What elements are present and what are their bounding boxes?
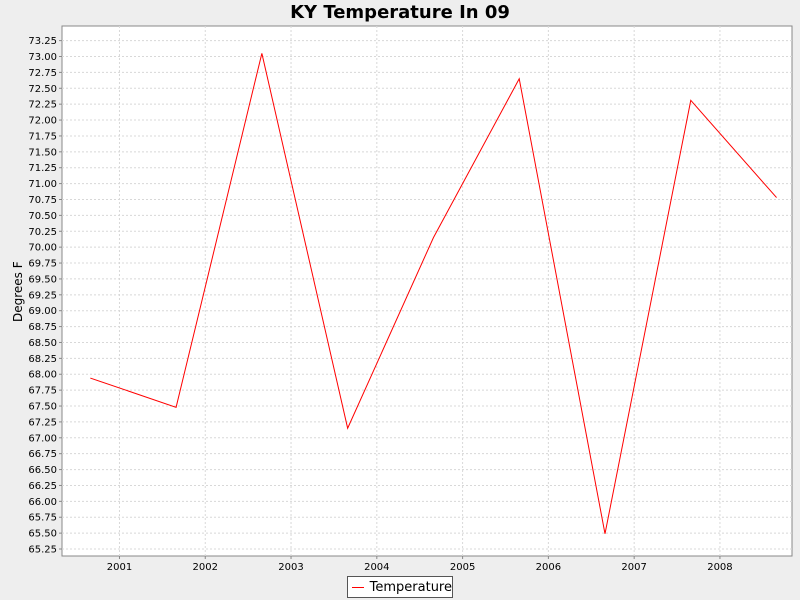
y-tick-label: 66.50 (28, 465, 57, 476)
legend-label-temperature: Temperature (369, 579, 452, 595)
y-tick-label: 71.75 (28, 131, 57, 142)
y-tick-label: 70.00 (28, 243, 57, 254)
legend-swatch (352, 586, 364, 588)
y-tick-label: 73.25 (28, 36, 57, 47)
series-layer (90, 53, 777, 534)
grid-lines (62, 26, 792, 556)
y-tick-label: 72.00 (28, 116, 57, 127)
x-tick-label: 2006 (536, 562, 561, 573)
x-tick-label: 2007 (621, 562, 646, 573)
y-tick-label: 67.25 (28, 417, 57, 428)
y-tick-label: 72.50 (28, 84, 57, 95)
x-tick-label: 2001 (107, 562, 132, 573)
y-tick-label: 70.50 (28, 211, 57, 222)
y-tick-label: 72.25 (28, 100, 57, 111)
y-tick-label: 70.75 (28, 195, 57, 206)
x-tick-label: 2008 (707, 562, 732, 573)
y-tick-label: 72.75 (28, 68, 57, 79)
y-tick-label: 69.25 (28, 290, 57, 301)
y-tick-label: 73.00 (28, 52, 57, 63)
y-tick-label: 71.25 (28, 163, 57, 174)
y-tick-label: 66.75 (28, 449, 57, 460)
x-axis-ticks: 2001 2002 2003 2004 2005 2006 2007 2008 (107, 556, 733, 573)
y-axis-ticks: 65.25 65.50 65.75 66.00 66.25 66.50 66.75 67.00… (28, 36, 62, 556)
x-tick-label: 2002 (193, 562, 218, 573)
y-tick-label: 70.25 (28, 227, 57, 238)
y-tick-label: 68.50 (28, 338, 57, 349)
y-tick-label: 69.50 (28, 274, 57, 285)
y-tick-label: 69.75 (28, 259, 57, 270)
y-tick-label: 66.00 (28, 497, 57, 508)
y-tick-label: 68.25 (28, 354, 57, 365)
x-tick-label: 2005 (450, 562, 475, 573)
y-tick-label: 68.75 (28, 322, 57, 333)
x-tick-label: 2004 (364, 562, 389, 573)
x-tick-label: 2003 (278, 562, 303, 573)
plot-area (61, 25, 793, 557)
y-tick-label: 71.50 (28, 147, 57, 158)
y-tick-label: 67.50 (28, 402, 57, 413)
y-tick-label: 67.75 (28, 386, 57, 397)
y-tick-label: 65.25 (28, 545, 57, 556)
y-tick-label: 71.00 (28, 179, 57, 190)
y-tick-label: 68.00 (28, 370, 57, 381)
y-tick-label: 67.00 (28, 433, 57, 444)
y-tick-label: 66.25 (28, 481, 57, 492)
y-tick-label: 65.50 (28, 529, 57, 540)
legend: Temperature (347, 576, 453, 598)
y-tick-label: 69.00 (28, 306, 57, 317)
chart-title: KY Temperature In 09 (290, 2, 510, 23)
series-line-temperature (90, 53, 777, 534)
y-tick-label: 65.75 (28, 513, 57, 524)
